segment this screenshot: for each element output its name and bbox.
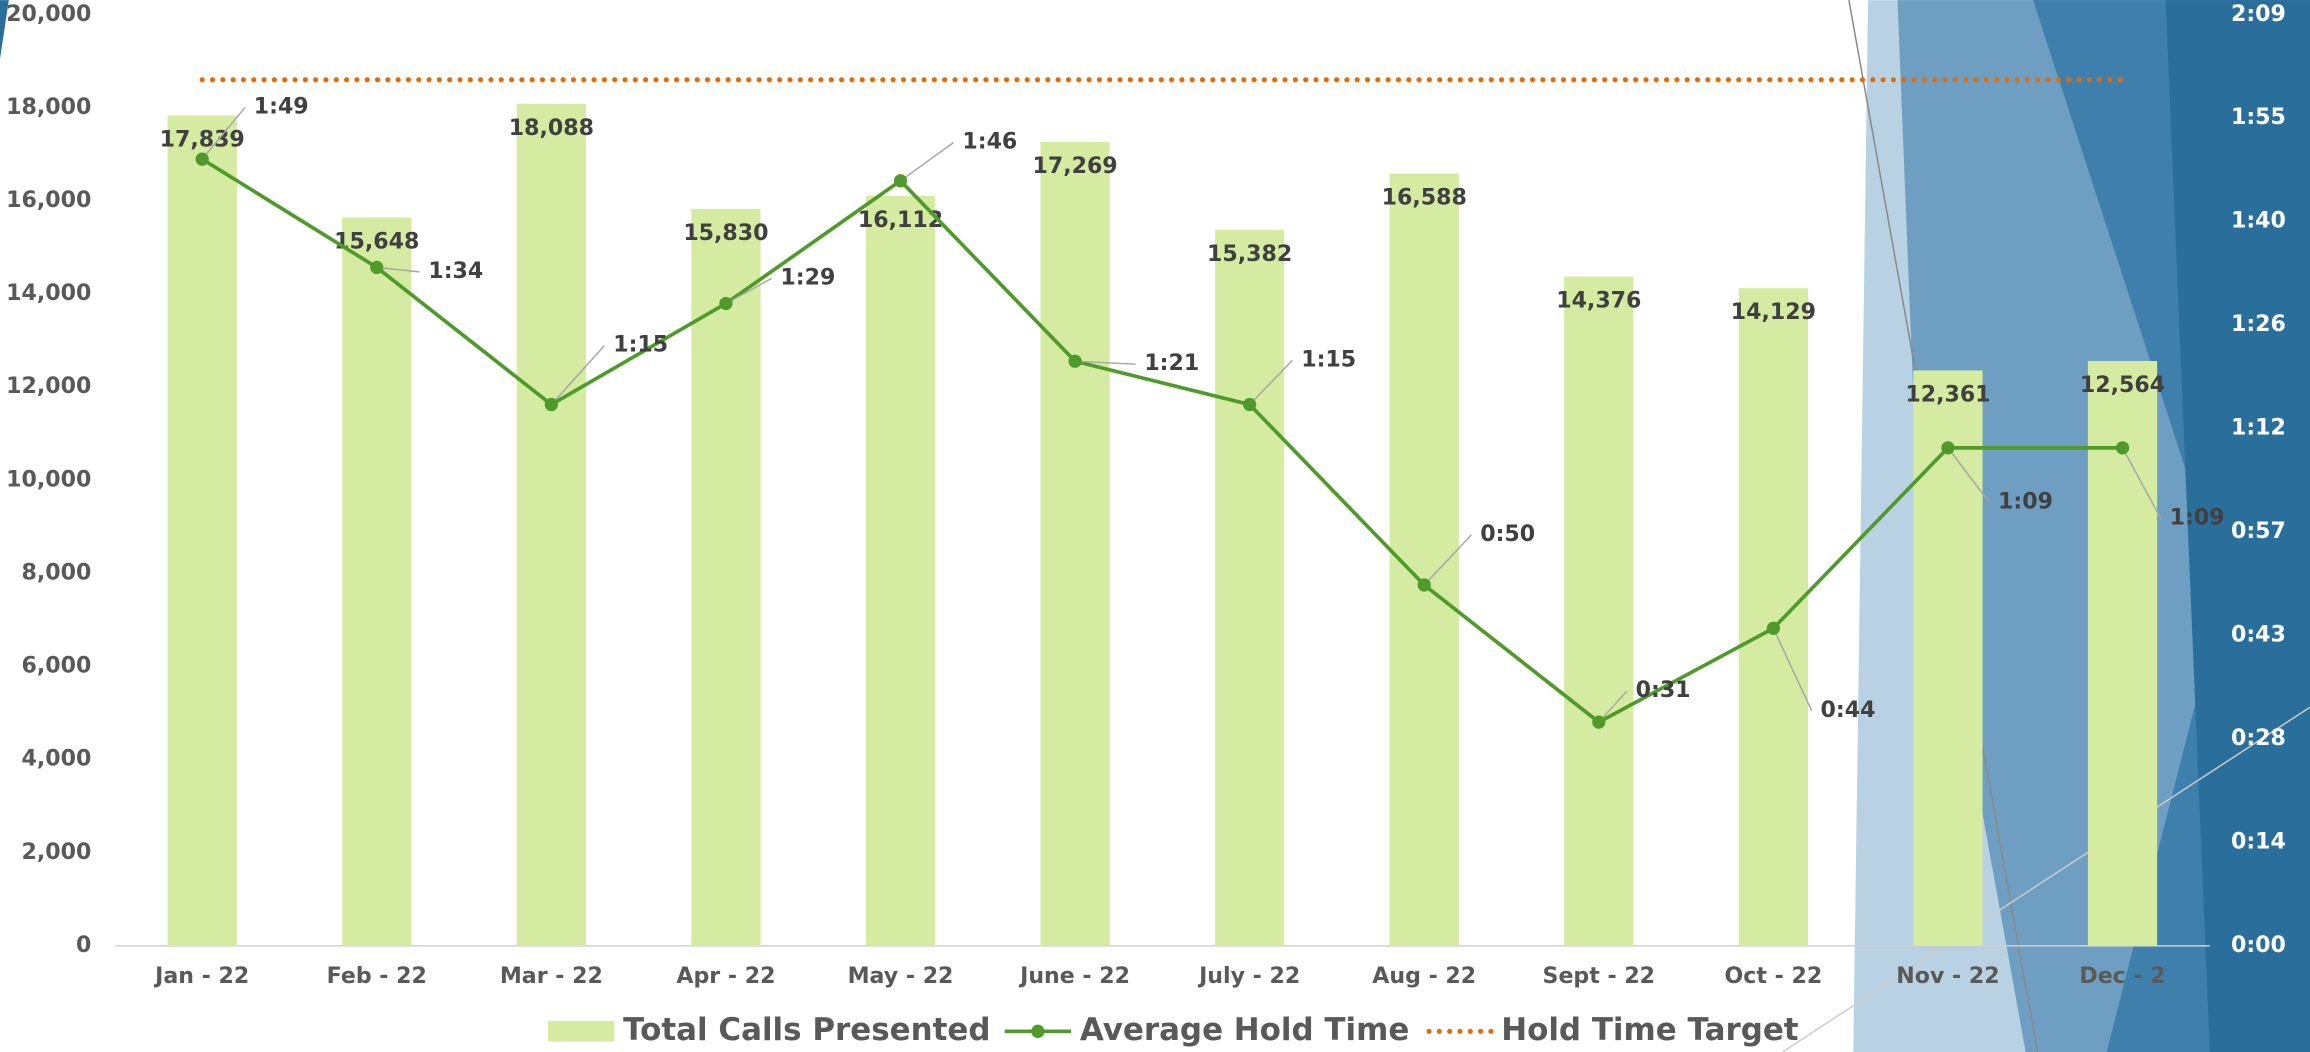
line-value-label: 1:21	[1144, 350, 1199, 376]
line-value-label: 0:44	[1821, 697, 1876, 723]
line-series	[202, 159, 2122, 722]
x-tick-label: Feb - 22	[327, 963, 427, 989]
y2-tick-label: 0:28	[2231, 725, 2286, 751]
y2-tick-label: 0:00	[2231, 932, 2286, 958]
line-value-label: 0:31	[1636, 677, 1691, 703]
leader-line	[901, 142, 954, 180]
line-value-label: 1:46	[962, 128, 1017, 154]
x-tick-label: Dec - 2	[2079, 963, 2165, 989]
y-tick-label: 0	[76, 932, 91, 958]
line-value-label: 1:15	[1301, 346, 1356, 372]
x-tick-label: June - 22	[1018, 963, 1130, 989]
bar-value-label: 16,588	[1382, 185, 1467, 211]
legend-label: Average Hold Time	[1080, 1012, 1409, 1048]
bar-value-label: 17,269	[1032, 153, 1117, 179]
bar	[517, 104, 586, 946]
bar	[1215, 230, 1284, 946]
legend-label: Hold Time Target	[1501, 1012, 1799, 1048]
y-tick-label: 4,000	[21, 746, 91, 772]
legend-swatch	[548, 1021, 614, 1042]
line-marker	[1592, 715, 1605, 728]
y-tick-label: 6,000	[21, 653, 91, 679]
bar-value-label: 18,088	[509, 115, 594, 141]
y2-tick-label: 1:40	[2231, 208, 2286, 234]
y2-tick-label: 2:09	[2231, 1, 2286, 27]
x-tick-label: Jan - 22	[153, 963, 249, 989]
x-tick-label: Nov - 22	[1896, 963, 1999, 989]
bar-value-label: 14,129	[1731, 299, 1816, 325]
y2-tick-label: 0:43	[2231, 622, 2286, 648]
bar-value-label: 15,830	[683, 220, 768, 246]
line-value-label: 0:50	[1480, 521, 1535, 547]
bar	[1564, 277, 1633, 946]
line-marker	[1068, 355, 1081, 368]
line-marker	[196, 153, 209, 166]
y-tick-label: 12,000	[6, 373, 91, 399]
line-marker	[1418, 578, 1431, 591]
bar	[168, 115, 237, 945]
bar-value-label: 15,382	[1207, 241, 1292, 267]
bar-value-label: 12,361	[1905, 381, 1990, 407]
line-marker	[894, 174, 907, 187]
bar	[1913, 370, 1982, 945]
line-value-label: 1:09	[2170, 505, 2225, 531]
y-tick-label: 16,000	[6, 187, 91, 213]
line-marker	[1941, 441, 1954, 454]
y-tick-label: 8,000	[21, 559, 91, 585]
y2-tick-label: 0:14	[2231, 828, 2286, 854]
page: 0 2,000 4,000 6,000 8,000 10,000 12,000 14,000 1…	[0, 0, 2310, 1052]
line-value-label: 1:15	[613, 332, 668, 358]
line-marker	[2116, 441, 2129, 454]
line-marker	[370, 261, 383, 274]
line-marker	[719, 297, 732, 310]
chart: 0 2,000 4,000 6,000 8,000 10,000 12,000 14,000 1…	[0, 0, 2310, 1052]
y2-tick-label: 1:12	[2231, 415, 2286, 441]
x-tick-label: Mar - 22	[500, 963, 603, 989]
bar-value-label: 17,839	[160, 126, 245, 152]
line-value-label: 1:34	[428, 258, 483, 284]
line-marker	[545, 398, 558, 411]
line-marker	[1767, 622, 1780, 635]
line-value-label: 1:29	[780, 264, 835, 290]
legend-label: Total Calls Presented	[623, 1012, 990, 1048]
line-value-label: 1:49	[254, 94, 309, 120]
legend-swatch-marker	[1031, 1025, 1044, 1038]
y2-tick-label: 1:26	[2231, 311, 2286, 337]
y-tick-label: 18,000	[6, 94, 91, 120]
x-tick-label: Sept - 22	[1543, 963, 1656, 989]
x-tick-label: May - 22	[848, 963, 954, 989]
x-tick-label: Apr - 22	[676, 963, 775, 989]
line-marker	[1243, 398, 1256, 411]
bar	[866, 196, 935, 946]
x-tick-label: Aug - 22	[1372, 963, 1476, 989]
y2-tick-label: 0:57	[2231, 518, 2286, 544]
y-tick-label: 14,000	[6, 280, 91, 306]
x-tick-label: July - 22	[1197, 963, 1300, 989]
bar-value-label: 14,376	[1556, 288, 1641, 314]
bar-value-label: 12,564	[2080, 372, 2165, 398]
x-tick-label: Oct - 22	[1725, 963, 1823, 989]
bar	[1040, 142, 1109, 946]
bar	[1739, 288, 1808, 946]
y-tick-label: 2,000	[21, 839, 91, 865]
y2-tick-label: 1:55	[2231, 104, 2286, 130]
line-value-label: 1:09	[1998, 488, 2053, 514]
bar	[342, 217, 411, 945]
y-tick-label: 20,000	[6, 1, 91, 27]
y-tick-label: 10,000	[6, 466, 91, 492]
